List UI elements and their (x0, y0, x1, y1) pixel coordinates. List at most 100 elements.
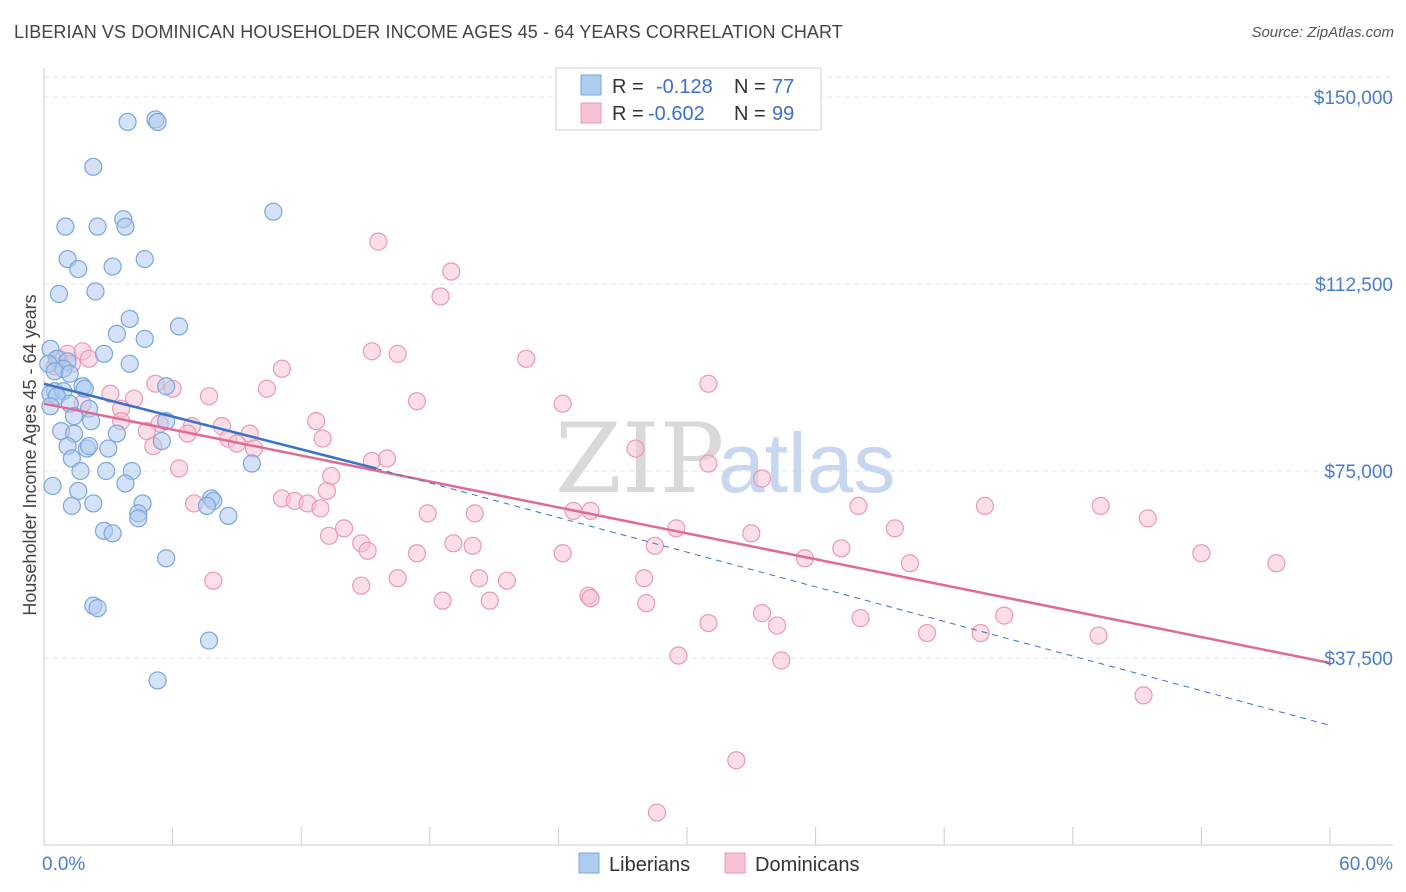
liberian-point (84, 157, 103, 176)
liberian-point (219, 506, 238, 525)
watermark-atlas: atlas (718, 416, 895, 510)
dominican-point (832, 539, 851, 558)
dominican-point (101, 384, 120, 403)
y-tick-labels: $37,500 $75,000 $112,500 $150,000 (1314, 88, 1393, 670)
liberian-point (199, 631, 219, 650)
dominican-point (1267, 554, 1286, 573)
dominican-point (900, 554, 920, 573)
trend-lines (43, 382, 1331, 726)
liberian-point (148, 112, 167, 132)
dominican-point (581, 589, 600, 608)
liberians-points (39, 110, 283, 690)
y-tick-label: $150,000 (1314, 88, 1393, 109)
liberian-point (84, 494, 103, 513)
dominican-point (362, 342, 382, 361)
legend-box: R = -0.128 N = 77 R = -0.602 N = 99 (555, 67, 822, 131)
dominican-point (637, 594, 656, 613)
watermark-zip: ZIP (555, 403, 724, 515)
dominican-point (480, 591, 499, 610)
dominican-point (699, 454, 718, 473)
dominican-point (917, 623, 937, 643)
dominican-point (272, 359, 292, 378)
dominican-point (971, 623, 990, 643)
liberian-point (71, 461, 90, 481)
x-tick-label-max: 60.0% (1339, 854, 1393, 875)
liberian-point (45, 362, 64, 381)
chart-title: LIBERIAN VS DOMINICAN HOUSEHOLDER INCOME… (14, 22, 843, 42)
dominican-point (699, 613, 718, 633)
liberian-point (242, 454, 262, 473)
liberian-point (152, 431, 171, 451)
liberian-point (99, 439, 118, 458)
liberian-point (197, 496, 216, 516)
dominican-point (647, 803, 667, 822)
dominican-point (204, 571, 223, 590)
liberian-point (120, 309, 139, 329)
liberian-point (120, 354, 139, 373)
dominican-point (669, 646, 688, 665)
liberian-point (135, 329, 154, 348)
dominican-point (418, 504, 437, 523)
dominican-point (975, 496, 995, 516)
liberian-point (97, 461, 116, 481)
dominican-point (699, 374, 718, 393)
dominican-point (257, 379, 277, 398)
dominican-point (313, 429, 332, 448)
bottom-legend: Liberians Dominicans (578, 852, 859, 876)
dominican-point (319, 526, 339, 545)
dominican-point (334, 519, 354, 538)
liberian-point (79, 436, 99, 456)
dominican-point (767, 616, 787, 635)
legend-n-value-1: 77 (772, 76, 794, 98)
dominican-point (137, 422, 156, 441)
legend-n-label-1: N = (734, 76, 766, 98)
legend-r-label-1: R = (612, 76, 644, 98)
x-tick-label-min: 0.0% (42, 854, 85, 875)
dominican-point (469, 569, 489, 588)
dominican-point (407, 392, 427, 411)
dominican-point (322, 466, 341, 486)
dominican-point (626, 439, 645, 458)
liberian-point (107, 424, 126, 443)
dominican-point (849, 496, 868, 516)
grid-lines (44, 76, 1393, 659)
dominican-point (1138, 509, 1157, 528)
dominican-point (358, 541, 377, 560)
liberian-point (157, 549, 176, 568)
dominican-point (352, 576, 371, 595)
liberian-point (116, 217, 135, 236)
dominican-point (752, 604, 772, 623)
axes (43, 68, 1393, 846)
liberian-point (49, 284, 69, 304)
legend-n-value-2: 99 (772, 103, 794, 125)
dominican-point (388, 569, 407, 588)
liberian-point (62, 496, 81, 516)
dominican-point (553, 394, 572, 413)
legend-r-value-2: -0.602 (648, 103, 705, 125)
dominican-point (311, 499, 330, 518)
dominicans-trend-line (43, 402, 1331, 665)
liberian-point (103, 524, 122, 543)
liberians-trend-line (43, 382, 377, 470)
liberian-point (69, 259, 88, 279)
liberian-point (169, 317, 189, 336)
liberian-point (56, 217, 75, 236)
dominican-point (388, 344, 407, 363)
legend-n-label-2: N = (734, 103, 766, 125)
dominican-point (1089, 626, 1108, 645)
dominican-point (885, 519, 905, 538)
dominican-point (517, 349, 536, 368)
liberian-point (69, 481, 88, 501)
liberian-point (116, 474, 135, 493)
dominican-point (369, 232, 388, 251)
legend-swatch-liberians (580, 74, 602, 96)
dominican-point (465, 504, 484, 523)
dominican-point (995, 606, 1014, 625)
dominican-point (317, 481, 337, 501)
liberian-point (88, 599, 107, 618)
dominican-point (433, 591, 452, 610)
dominican-point (581, 501, 600, 520)
liberian-point (264, 202, 283, 221)
dominican-point (553, 544, 572, 563)
